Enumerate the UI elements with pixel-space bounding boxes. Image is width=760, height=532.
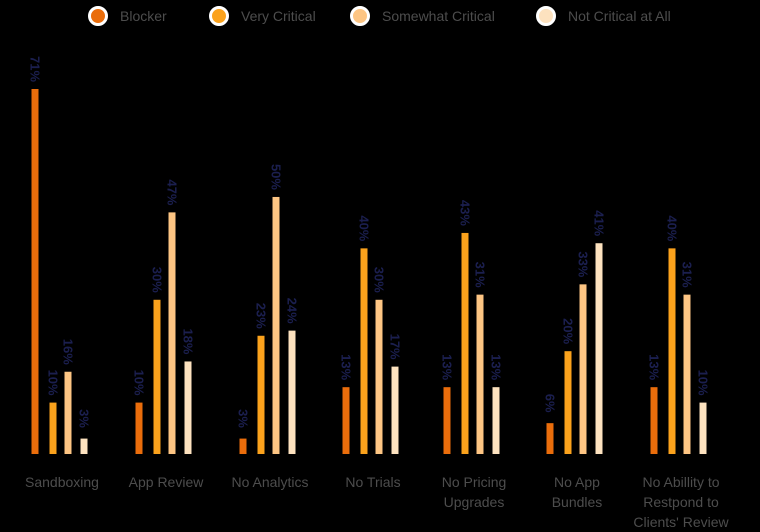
data-label: 41% xyxy=(592,210,607,236)
data-label: 13% xyxy=(489,354,504,380)
bar[interactable] xyxy=(272,196,280,454)
bar[interactable] xyxy=(360,248,368,454)
category-label: Sandboxing xyxy=(25,474,99,490)
legend-label: Somewhat Critical xyxy=(382,8,495,24)
bar[interactable] xyxy=(476,294,484,454)
bar[interactable] xyxy=(461,232,469,454)
data-label: 6% xyxy=(543,394,558,413)
legend-item[interactable]: Blocker xyxy=(88,5,167,27)
data-label: 20% xyxy=(561,318,576,344)
bar[interactable] xyxy=(80,438,88,454)
bar[interactable] xyxy=(650,387,658,454)
bar[interactable] xyxy=(342,387,350,454)
bar[interactable] xyxy=(288,330,296,454)
data-label: 31% xyxy=(473,262,488,288)
bar[interactable] xyxy=(699,402,707,454)
data-label: 43% xyxy=(458,200,473,226)
data-label: 10% xyxy=(132,370,147,396)
bar[interactable] xyxy=(49,402,57,454)
bar[interactable] xyxy=(564,351,572,454)
data-label: 3% xyxy=(77,409,92,428)
legend-item[interactable]: Very Critical xyxy=(209,5,316,27)
bar[interactable] xyxy=(184,361,192,454)
category-label: Clients' Review xyxy=(633,514,729,530)
category-label: No Analytics xyxy=(231,474,308,490)
data-label: 30% xyxy=(150,267,165,293)
data-label: 23% xyxy=(254,303,269,329)
data-label: 17% xyxy=(388,334,403,360)
bar[interactable] xyxy=(595,243,603,454)
legend-swatch-icon xyxy=(536,6,556,26)
data-label: 30% xyxy=(372,267,387,293)
data-label: 13% xyxy=(339,354,354,380)
data-label: 33% xyxy=(576,251,591,277)
data-label: 24% xyxy=(285,298,300,324)
data-label: 10% xyxy=(696,370,711,396)
bar[interactable] xyxy=(135,402,143,454)
bar[interactable] xyxy=(239,438,247,454)
bar[interactable] xyxy=(257,335,265,454)
data-label: 16% xyxy=(61,339,76,365)
chart-legend: Blocker Very Critical Somewhat Critical Not… xyxy=(0,0,760,34)
category-label: No App xyxy=(554,474,600,490)
data-label: 13% xyxy=(647,354,662,380)
category-label: Upgrades xyxy=(444,494,505,510)
legend-swatch-icon xyxy=(88,6,108,26)
legend-label: Not Critical at All xyxy=(568,8,671,24)
bar[interactable] xyxy=(64,371,72,454)
category-label: Bundles xyxy=(552,494,603,510)
category-label: App Review xyxy=(129,474,205,490)
data-label: 40% xyxy=(665,215,680,241)
bar[interactable] xyxy=(492,387,500,454)
data-label: 3% xyxy=(236,409,251,428)
bar[interactable] xyxy=(375,299,383,454)
data-label: 71% xyxy=(28,56,43,82)
data-label: 13% xyxy=(440,354,455,380)
data-label: 50% xyxy=(269,164,284,190)
bar[interactable] xyxy=(683,294,691,454)
legend-item[interactable]: Not Critical at All xyxy=(536,5,671,27)
legend-label: Blocker xyxy=(120,8,167,24)
category-label: Restpond to xyxy=(643,494,719,510)
category-label: No Trials xyxy=(345,474,400,490)
data-label: 31% xyxy=(680,262,695,288)
category-label: No Pricing xyxy=(442,474,507,490)
category-label: No Abillity to xyxy=(642,474,719,490)
data-label: 10% xyxy=(46,370,61,396)
bar[interactable] xyxy=(168,212,176,454)
bar[interactable] xyxy=(153,299,161,454)
data-label: 18% xyxy=(181,328,196,354)
legend-swatch-icon xyxy=(209,6,229,26)
bar[interactable] xyxy=(31,89,39,454)
legend-swatch-icon xyxy=(350,6,370,26)
bar[interactable] xyxy=(579,284,587,454)
data-label: 40% xyxy=(357,215,372,241)
bar[interactable] xyxy=(546,423,554,454)
bar[interactable] xyxy=(391,366,399,454)
legend-label: Very Critical xyxy=(241,8,316,24)
bar[interactable] xyxy=(668,248,676,454)
bar[interactable] xyxy=(443,387,451,454)
data-label: 47% xyxy=(165,179,180,205)
legend-item[interactable]: Somewhat Critical xyxy=(350,5,495,27)
